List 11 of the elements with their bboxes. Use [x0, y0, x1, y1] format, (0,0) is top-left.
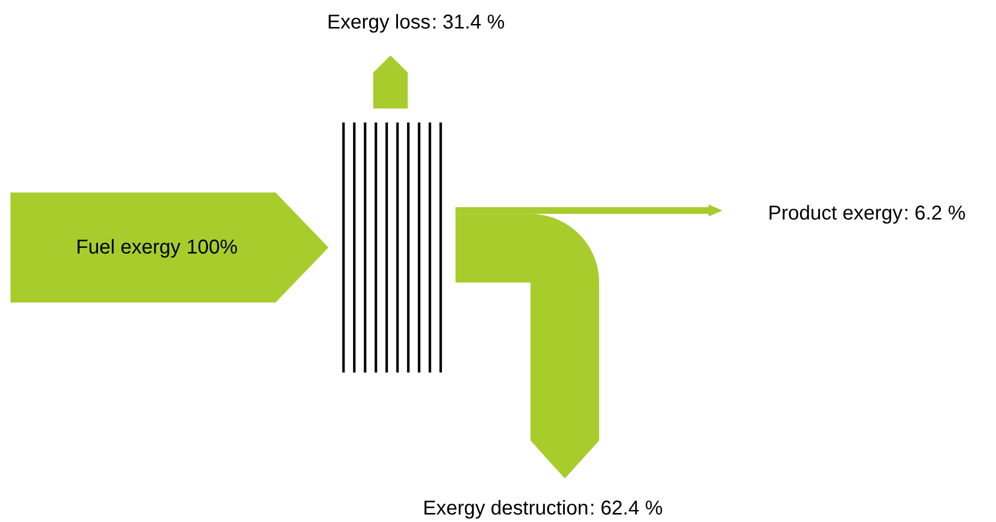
category-label: Product exergy	[768, 202, 903, 224]
data-label: 62.4 %	[600, 498, 663, 520]
data-label: 31.4 %	[442, 12, 505, 34]
text: :	[590, 498, 596, 520]
category-label: Fuel exergy	[76, 236, 181, 258]
category-label: Exergy loss	[327, 12, 431, 34]
text: :	[904, 202, 910, 224]
data-label: 100%	[186, 236, 238, 258]
text: :	[432, 12, 438, 34]
category-label: Exergy destruction	[422, 498, 589, 520]
data-label: 6.2 %	[914, 202, 966, 224]
